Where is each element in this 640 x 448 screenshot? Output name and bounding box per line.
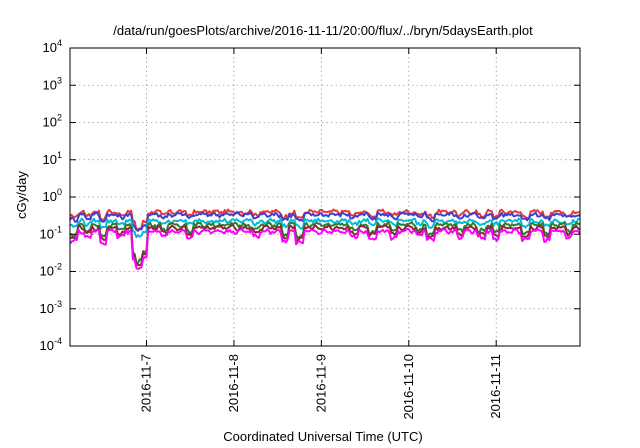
y-tick-label: 103 [43, 75, 62, 92]
chart-title: /data/run/goesPlots/archive/2016-11-11/2… [113, 23, 533, 38]
series-line [69, 224, 581, 267]
y-tick-label: 104 [43, 38, 62, 55]
grid [70, 48, 580, 346]
y-axis: 10-4 10-3 10-2 10-1 100 101 102 103 104 [40, 38, 580, 353]
x-axis: 2016-11-7 2016-11-8 2016-11-9 2016-11-10 201… [139, 48, 503, 420]
y-tick-label: 10-4 [40, 336, 62, 353]
series-group [69, 208, 581, 270]
x-tick-label: 2016-11-11 [488, 354, 503, 419]
x-tick-label: 2016-11-8 [226, 354, 241, 412]
series-line [69, 228, 581, 270]
y-tick-label: 10-1 [40, 224, 62, 241]
y-tick-label: 101 [43, 150, 62, 167]
x-axis-label: Coordinated Universal Time (UTC) [223, 429, 422, 444]
y-tick-label: 10-3 [40, 299, 62, 316]
y-tick-label: 102 [43, 113, 62, 130]
series-line [69, 217, 581, 239]
x-tick-label: 2016-11-9 [313, 354, 328, 412]
series-line [69, 211, 581, 232]
x-tick-label: 2016-11-7 [139, 354, 154, 412]
y-axis-label: cGy/day [14, 171, 29, 219]
y-tick-label: 10-2 [40, 262, 62, 279]
series-line [69, 221, 581, 264]
y-tick-label: 100 [43, 187, 62, 204]
x-tick-label: 2016-11-10 [401, 354, 416, 420]
